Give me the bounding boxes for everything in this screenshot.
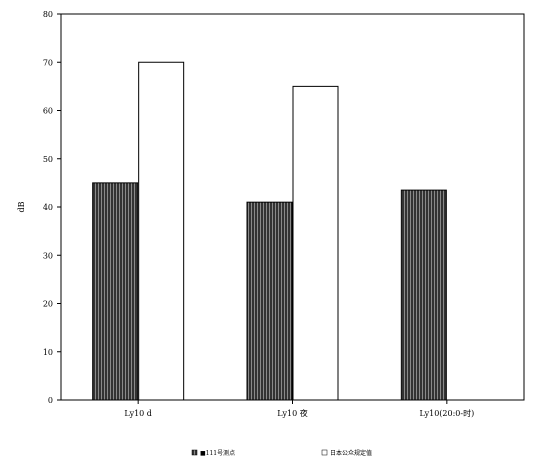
y-tick-label: 80 bbox=[43, 10, 53, 19]
y-tick-label: 30 bbox=[43, 251, 53, 260]
legend-swatch bbox=[321, 449, 328, 456]
y-tick-label: 20 bbox=[43, 300, 53, 309]
y-tick-label: 70 bbox=[43, 58, 53, 67]
legend-swatch bbox=[191, 449, 198, 456]
legend: ■111号测点 日本公众规定值 bbox=[191, 449, 372, 457]
y-tick-label: 10 bbox=[43, 348, 53, 357]
y-tick-label: 60 bbox=[43, 107, 53, 116]
bar bbox=[138, 61, 185, 401]
plot-area: 0 10 20 30 40 50 60 70 80 dB Ly10 d Ly10 夜 Ly10(20:0… bbox=[17, 10, 525, 418]
y-axis-title: dB bbox=[17, 201, 26, 212]
bar bbox=[400, 189, 447, 401]
bar bbox=[92, 182, 139, 401]
y-tick-label: 50 bbox=[43, 155, 53, 164]
x-tick-label: Ly10(20:0-时) bbox=[419, 408, 474, 418]
legend-label: 日本公众规定值 bbox=[330, 449, 372, 457]
x-tick-label: Ly10 d bbox=[124, 409, 152, 418]
y-tick-label: 0 bbox=[48, 396, 53, 405]
bar bbox=[292, 85, 339, 401]
legend-label: ■111号测点 bbox=[200, 449, 235, 457]
bar bbox=[246, 201, 293, 401]
x-tick-label: Ly10 夜 bbox=[277, 408, 307, 418]
y-tick-label: 40 bbox=[43, 203, 53, 212]
